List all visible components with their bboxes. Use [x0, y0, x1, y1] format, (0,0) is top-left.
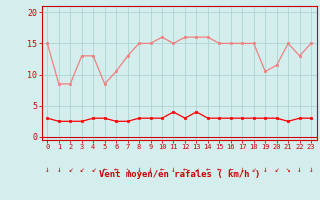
- Text: ↓: ↓: [240, 165, 244, 174]
- Text: ↙: ↙: [194, 165, 199, 174]
- Text: ↓: ↓: [309, 165, 313, 174]
- X-axis label: Vent moyen/en rafales ( km/h ): Vent moyen/en rafales ( km/h ): [99, 170, 260, 179]
- Text: ↓: ↓: [297, 165, 302, 174]
- Text: ↘: ↘: [125, 165, 130, 174]
- Text: ←: ←: [114, 165, 118, 174]
- Text: ↙: ↙: [274, 165, 279, 174]
- Text: ↙: ↙: [252, 165, 256, 174]
- Text: ↓: ↓: [45, 165, 50, 174]
- Text: ↓: ↓: [137, 165, 141, 174]
- Text: ←: ←: [183, 165, 187, 174]
- Text: ↓: ↓: [57, 165, 61, 174]
- Text: ←: ←: [160, 165, 164, 174]
- Text: ←: ←: [102, 165, 107, 174]
- Text: ←: ←: [205, 165, 210, 174]
- Text: ↙: ↙: [79, 165, 84, 174]
- Text: ↓: ↓: [263, 165, 268, 174]
- Text: ←: ←: [217, 165, 222, 174]
- Text: ↘: ↘: [286, 165, 291, 174]
- Text: ↓: ↓: [171, 165, 176, 174]
- Text: ↙: ↙: [68, 165, 73, 174]
- Text: ←: ←: [228, 165, 233, 174]
- Text: ↓: ↓: [148, 165, 153, 174]
- Text: ↙: ↙: [91, 165, 95, 174]
